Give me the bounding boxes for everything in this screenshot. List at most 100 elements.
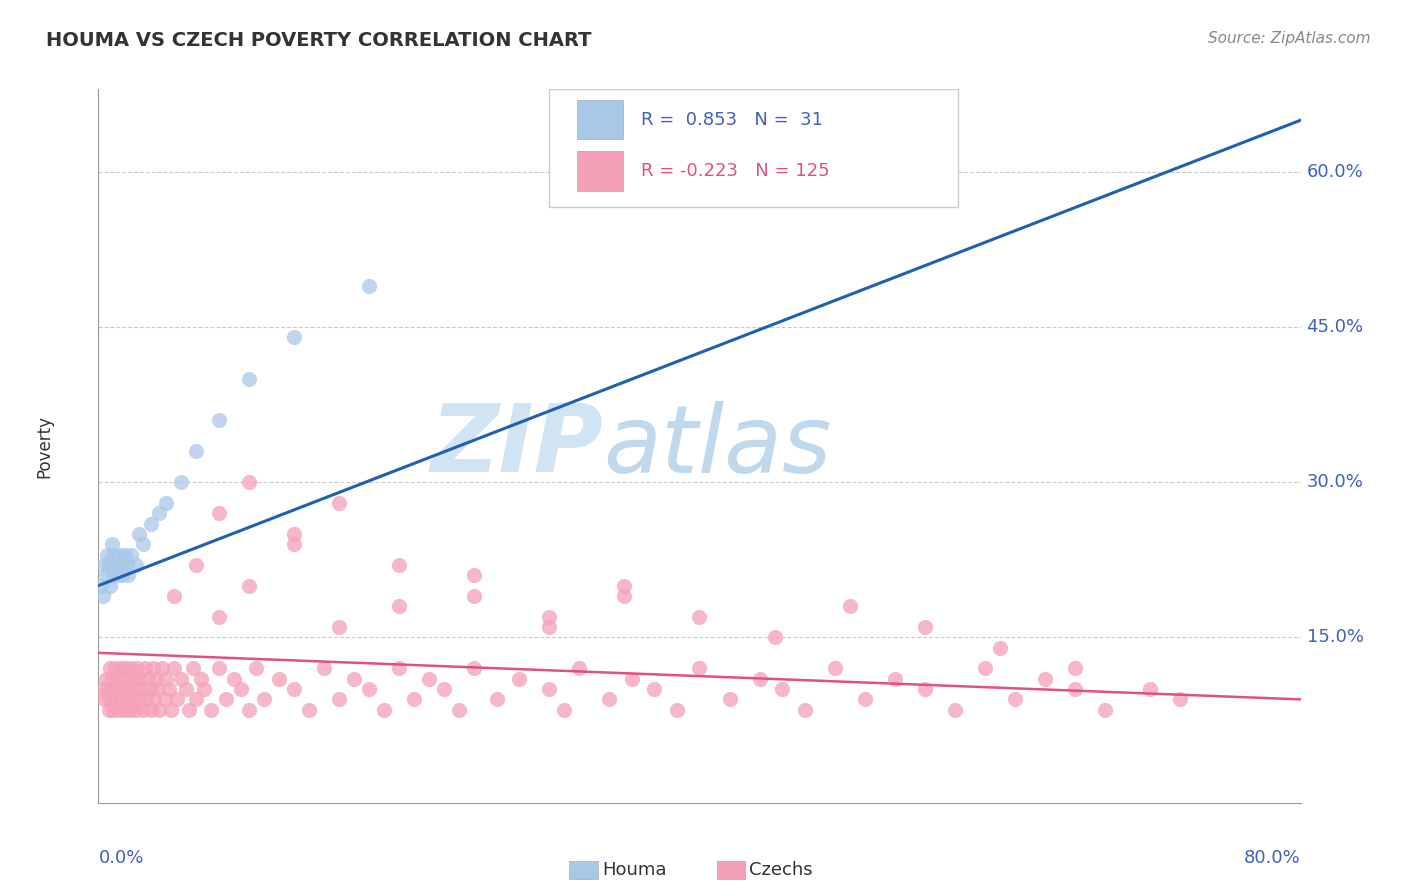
Point: [125, 558, 148, 572]
Text: R =  0.853   N =  31: R = 0.853 N = 31: [641, 111, 823, 128]
Point: [1139, 681, 1161, 696]
Point: [208, 413, 231, 427]
Point: [328, 692, 350, 706]
Point: [166, 692, 188, 706]
Point: [1064, 661, 1087, 675]
Point: [107, 568, 129, 582]
Point: [665, 703, 688, 717]
Point: [115, 692, 138, 706]
Point: [155, 672, 177, 686]
Point: [283, 527, 305, 541]
Point: [145, 672, 167, 686]
Point: [103, 568, 125, 582]
Point: [108, 703, 131, 717]
Point: [463, 589, 485, 603]
Point: [177, 703, 200, 717]
Point: [508, 672, 530, 686]
Point: [184, 444, 207, 458]
Point: [688, 609, 710, 624]
Point: [110, 558, 132, 572]
Point: [1033, 672, 1056, 686]
Point: [418, 672, 440, 686]
Point: [988, 640, 1011, 655]
Point: [838, 599, 860, 614]
Point: [974, 661, 997, 675]
Point: [170, 672, 193, 686]
Text: R = -0.223   N = 125: R = -0.223 N = 125: [641, 162, 830, 180]
Point: [96, 681, 118, 696]
Point: [215, 692, 238, 706]
Point: [103, 703, 125, 717]
Point: [208, 661, 231, 675]
Point: [598, 692, 620, 706]
Point: [131, 681, 153, 696]
Point: [148, 703, 170, 717]
Point: [107, 681, 129, 696]
Point: [94, 672, 117, 686]
Point: [748, 672, 770, 686]
Point: [943, 703, 966, 717]
Text: 0.0%: 0.0%: [98, 849, 143, 867]
Point: [139, 516, 162, 531]
Point: [100, 579, 122, 593]
Point: [139, 703, 162, 717]
Point: [613, 579, 636, 593]
Point: [153, 692, 176, 706]
Point: [245, 661, 267, 675]
FancyBboxPatch shape: [576, 152, 623, 191]
Point: [93, 558, 115, 572]
Point: [298, 703, 321, 717]
Point: [238, 372, 260, 386]
Point: [553, 703, 575, 717]
Point: [135, 692, 157, 706]
Point: [159, 703, 181, 717]
Point: [91, 681, 114, 696]
Point: [122, 692, 145, 706]
Text: ZIP: ZIP: [430, 400, 603, 492]
Point: [208, 609, 231, 624]
Point: [100, 692, 122, 706]
Point: [688, 661, 710, 675]
Point: [824, 661, 846, 675]
Point: [328, 496, 350, 510]
Point: [125, 681, 148, 696]
Point: [111, 568, 134, 582]
Point: [96, 548, 118, 562]
Point: [121, 661, 143, 675]
Point: [463, 568, 485, 582]
Point: [181, 661, 204, 675]
Point: [132, 703, 155, 717]
Point: [883, 672, 905, 686]
Text: 60.0%: 60.0%: [1306, 163, 1364, 181]
Point: [538, 681, 561, 696]
Point: [121, 548, 143, 562]
Point: [1064, 681, 1087, 696]
Text: 80.0%: 80.0%: [1244, 849, 1301, 867]
Point: [132, 537, 155, 551]
Point: [150, 661, 173, 675]
Point: [128, 692, 150, 706]
Point: [111, 672, 134, 686]
Point: [357, 681, 380, 696]
Point: [770, 681, 793, 696]
Point: [117, 681, 139, 696]
Point: [115, 558, 138, 572]
Point: [200, 703, 222, 717]
Point: [620, 672, 643, 686]
Point: [1170, 692, 1192, 706]
Point: [267, 672, 290, 686]
Point: [127, 661, 149, 675]
Point: [568, 661, 591, 675]
Point: [613, 589, 636, 603]
Point: [101, 537, 124, 551]
Point: [402, 692, 425, 706]
Point: [103, 548, 125, 562]
Point: [91, 589, 114, 603]
Point: [90, 579, 112, 593]
Point: [1004, 692, 1026, 706]
Point: [105, 672, 128, 686]
Point: [1094, 703, 1116, 717]
Point: [97, 703, 120, 717]
Point: [253, 692, 276, 706]
Point: [388, 558, 411, 572]
